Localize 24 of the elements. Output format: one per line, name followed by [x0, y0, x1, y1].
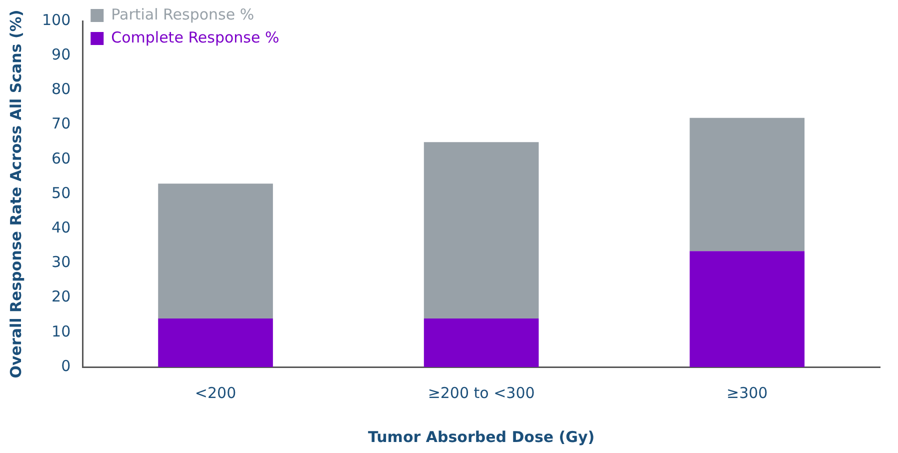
x-tick-label: <200	[194, 384, 236, 402]
y-tick-label: 60	[52, 149, 71, 168]
legend-label: Complete Response %	[111, 28, 280, 46]
x-tick-label: ≥200 to <300	[428, 384, 535, 402]
bar	[424, 142, 539, 319]
y-tick-label: 40	[52, 218, 71, 236]
y-tick-label: 90	[52, 45, 71, 64]
bar	[158, 318, 273, 367]
y-tick-label: 0	[61, 356, 71, 375]
y-tick-label: 50	[52, 184, 71, 202]
bar	[158, 184, 273, 319]
y-tick-label: 30	[52, 253, 71, 272]
y-tick-label: 20	[52, 288, 71, 306]
y-tick-label: 80	[52, 80, 71, 98]
bar	[690, 251, 805, 367]
x-tick-label: ≥300	[726, 384, 768, 402]
bar	[690, 118, 805, 252]
y-axis-title: Overall Response Rate Across All Scans (%)	[6, 10, 25, 378]
legend-label: Partial Response %	[111, 5, 254, 24]
bar	[424, 318, 539, 367]
y-tick-label: 10	[52, 322, 71, 340]
y-tick-label: 70	[52, 114, 71, 133]
y-tick-label: 100	[42, 10, 71, 29]
x-axis-title: Tumor Absorbed Dose (Gy)	[368, 428, 595, 446]
